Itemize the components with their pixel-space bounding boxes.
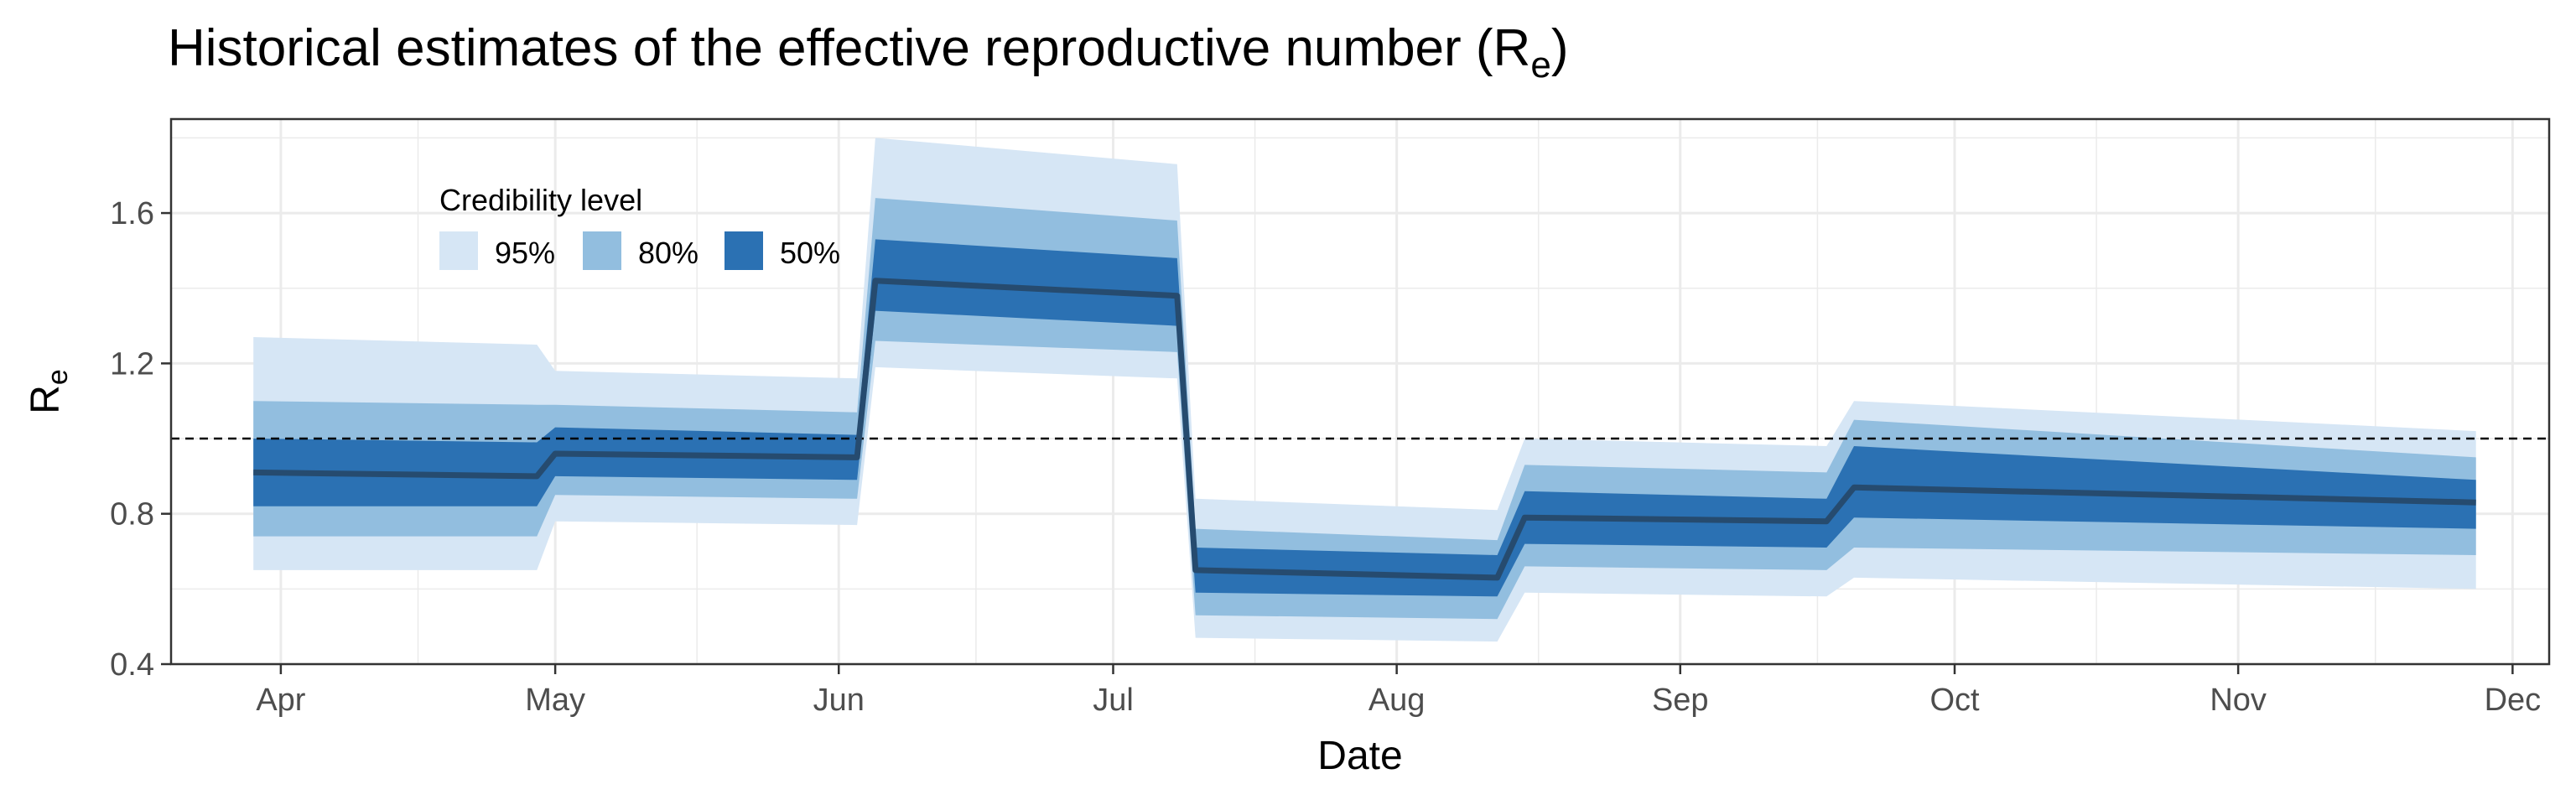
x-tick-label: Aug bbox=[1368, 683, 1426, 718]
band-50-layer bbox=[253, 239, 2476, 597]
y-tick-label: 1.6 bbox=[110, 196, 154, 231]
legend-title: Credibility level bbox=[439, 183, 642, 217]
y-tick-label: 0.4 bbox=[110, 647, 154, 683]
y-axis-title-subscript: e bbox=[42, 369, 74, 385]
plot-border bbox=[169, 117, 2551, 666]
x-axis-title: Date bbox=[1317, 734, 1402, 778]
x-tick-label: May bbox=[525, 683, 585, 718]
legend-swatch-95 bbox=[439, 231, 478, 270]
chart-title-subscript: e bbox=[1530, 44, 1550, 86]
legend-label-95: 95% bbox=[495, 236, 555, 270]
credible-band-50 bbox=[253, 239, 2476, 597]
y-axis-ticks: 0.4 0.8 1.2 1.6 bbox=[110, 196, 171, 683]
chart-title-main: Historical estimates of the effective re… bbox=[168, 19, 1530, 77]
y-axis-title: Re bbox=[23, 369, 74, 414]
x-tick-label: Nov bbox=[2210, 683, 2267, 718]
x-tick-label: Apr bbox=[256, 683, 305, 718]
y-axis-title-main: R bbox=[23, 385, 68, 414]
x-tick-label: Jul bbox=[1093, 683, 1134, 718]
median-line-layer bbox=[253, 278, 2476, 581]
y-tick-label: 1.2 bbox=[110, 346, 154, 382]
y-tick-label: 0.8 bbox=[110, 497, 154, 532]
chart-title-suffix: ) bbox=[1551, 19, 1569, 77]
x-tick-label: Oct bbox=[1929, 683, 1980, 718]
legend: Credibility level 95% 80% 50% bbox=[439, 183, 840, 270]
legend-swatch-80 bbox=[583, 231, 621, 270]
legend-swatch-50 bbox=[724, 231, 763, 270]
x-tick-label: Dec bbox=[2485, 683, 2542, 718]
legend-label-80: 80% bbox=[638, 236, 699, 270]
median-line bbox=[253, 278, 2476, 581]
legend-label-50: 50% bbox=[780, 236, 840, 270]
x-axis-ticks: Apr May Jun Jul Aug Sep Oct Nov Dec bbox=[256, 664, 2541, 718]
chart-title: Historical estimates of the effective re… bbox=[168, 19, 1568, 86]
x-tick-label: Sep bbox=[1652, 683, 1709, 718]
x-tick-label: Jun bbox=[813, 683, 865, 718]
